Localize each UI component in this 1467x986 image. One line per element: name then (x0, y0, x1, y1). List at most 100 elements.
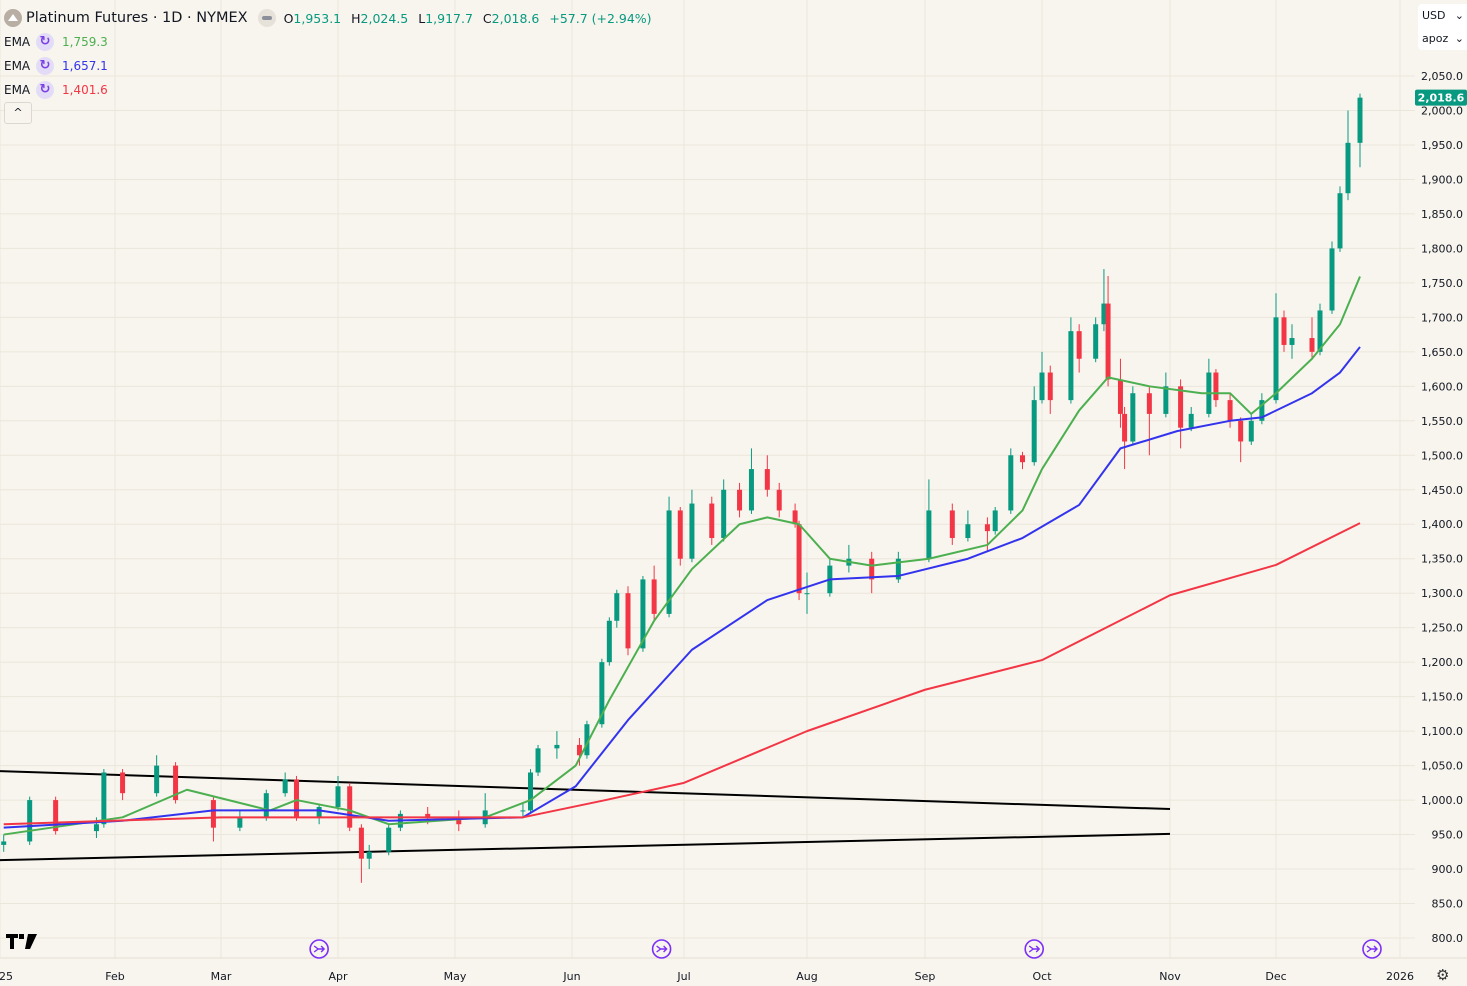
event-marker-icon[interactable] (651, 939, 672, 959)
candle (1357, 93, 1363, 168)
candle (1047, 365, 1053, 414)
event-marker-icon[interactable] (309, 939, 329, 959)
settings-gear-icon[interactable]: ⚙ (1436, 966, 1450, 984)
events[interactable] (309, 939, 1382, 959)
candle-body (27, 800, 33, 842)
sync-icon[interactable]: ↻ (36, 33, 54, 51)
candle-body (1273, 317, 1279, 401)
trendline[interactable] (0, 770, 1171, 811)
y-tick-label: 1,050.0 (1421, 760, 1463, 773)
x-tick-label: Dec (1265, 970, 1286, 983)
candle (554, 731, 560, 759)
candle (1105, 275, 1111, 387)
candle-body (1068, 331, 1074, 401)
event-marker-icon[interactable] (1024, 939, 1044, 959)
y-tick-label: 1,250.0 (1421, 622, 1463, 635)
candle-body (1213, 372, 1219, 401)
candle-body (263, 793, 269, 818)
ema-line-2 (3, 346, 1361, 829)
trendline[interactable] (0, 832, 1171, 862)
trendlines[interactable] (0, 770, 1171, 862)
candle (1093, 317, 1099, 363)
price-axis[interactable]: 800.0 850.0 900.0 950.0 1,000.0 1,050.0 1,100.… (1421, 70, 1463, 945)
tradingview-logo[interactable] (6, 932, 40, 950)
candle-body (293, 779, 299, 818)
candle (625, 586, 631, 656)
candle (827, 558, 833, 597)
candle-body (651, 579, 657, 614)
candle-body (1289, 338, 1295, 345)
collapse-legend-button[interactable]: ^ (4, 102, 32, 124)
candle-body (666, 510, 672, 614)
candle (1020, 451, 1025, 470)
candle-body (520, 810, 526, 812)
candle-body (53, 800, 59, 832)
candle (53, 796, 59, 835)
currency-unit-selector[interactable]: USD ⌄ apoz ⌄ (1418, 4, 1467, 50)
indicator-ema-2[interactable]: EMA ↻ 1,657.1 (4, 57, 108, 75)
candle (1068, 317, 1074, 404)
candle-body (721, 489, 727, 539)
time-axis[interactable]: 25 Feb Mar Apr May Jun Jul Aug Sep Oct Nov Dec 2026 (0, 970, 1414, 983)
y-tick-label: 2,050.0 (1421, 70, 1463, 83)
candle-body (1317, 310, 1323, 352)
candle-body (599, 662, 605, 725)
legend: Platinum Futures · 1D · NYMEX O1,953.1 H… (4, 6, 658, 102)
candle (1329, 241, 1335, 314)
y-tick-label: 1,950.0 (1421, 139, 1463, 152)
candle (456, 810, 462, 832)
candle (482, 793, 488, 828)
candle (263, 789, 269, 821)
candle (926, 479, 932, 563)
x-tick-label: Apr (328, 970, 348, 983)
candle (737, 482, 743, 518)
candle-body (1357, 97, 1363, 143)
candle (992, 507, 998, 535)
candle (237, 810, 243, 832)
candle-body (154, 765, 160, 794)
event-marker-icon[interactable] (1362, 939, 1382, 959)
candle-body (1345, 142, 1351, 194)
candle-body (1008, 455, 1014, 511)
candle (335, 775, 341, 811)
y-tick-label: 1,200.0 (1421, 656, 1463, 669)
candle-body (1076, 331, 1082, 359)
grid (0, 0, 1467, 959)
y-tick-label: 1,400.0 (1421, 518, 1463, 531)
candle-body (237, 817, 243, 828)
ema-lines (3, 276, 1361, 836)
y-tick-label: 1,900.0 (1421, 173, 1463, 186)
candle (1076, 324, 1082, 373)
currency-select[interactable]: USD ⌄ (1418, 4, 1467, 27)
candle (1213, 369, 1219, 408)
indicator-ema-3[interactable]: EMA ↻ 1,401.6 (4, 81, 108, 99)
x-tick-label: Oct (1032, 970, 1052, 983)
candle-body (1259, 400, 1265, 421)
candle-body (1227, 400, 1233, 421)
candle-body (1337, 193, 1343, 249)
candle (804, 572, 810, 614)
candle (210, 796, 216, 842)
symbol-title[interactable]: Platinum Futures · 1D · NYMEX (26, 10, 248, 26)
candle-body (895, 558, 901, 580)
candle-body (606, 620, 612, 663)
sync-icon[interactable]: ↻ (36, 81, 54, 99)
candle-body (1122, 413, 1128, 442)
ema-value: 1,657.1 (62, 59, 108, 73)
y-tick-label: 1,000.0 (1421, 794, 1463, 807)
candle (358, 824, 364, 883)
candle (709, 496, 715, 545)
x-tick-label: Jun (562, 970, 580, 983)
sync-icon[interactable]: ↻ (36, 57, 54, 75)
candle-body (709, 503, 715, 539)
indicator-ema-1[interactable]: EMA ↻ 1,759.3 (4, 33, 108, 51)
unit-select[interactable]: apoz ⌄ (1418, 27, 1467, 50)
candle-body (576, 744, 582, 756)
chevron-down-icon: ⌄ (1454, 32, 1464, 45)
candle (614, 589, 620, 628)
candle-body (1238, 420, 1244, 442)
x-tick-label: Feb (105, 970, 124, 983)
market-status-icon[interactable] (257, 9, 276, 27)
candle (347, 782, 353, 832)
